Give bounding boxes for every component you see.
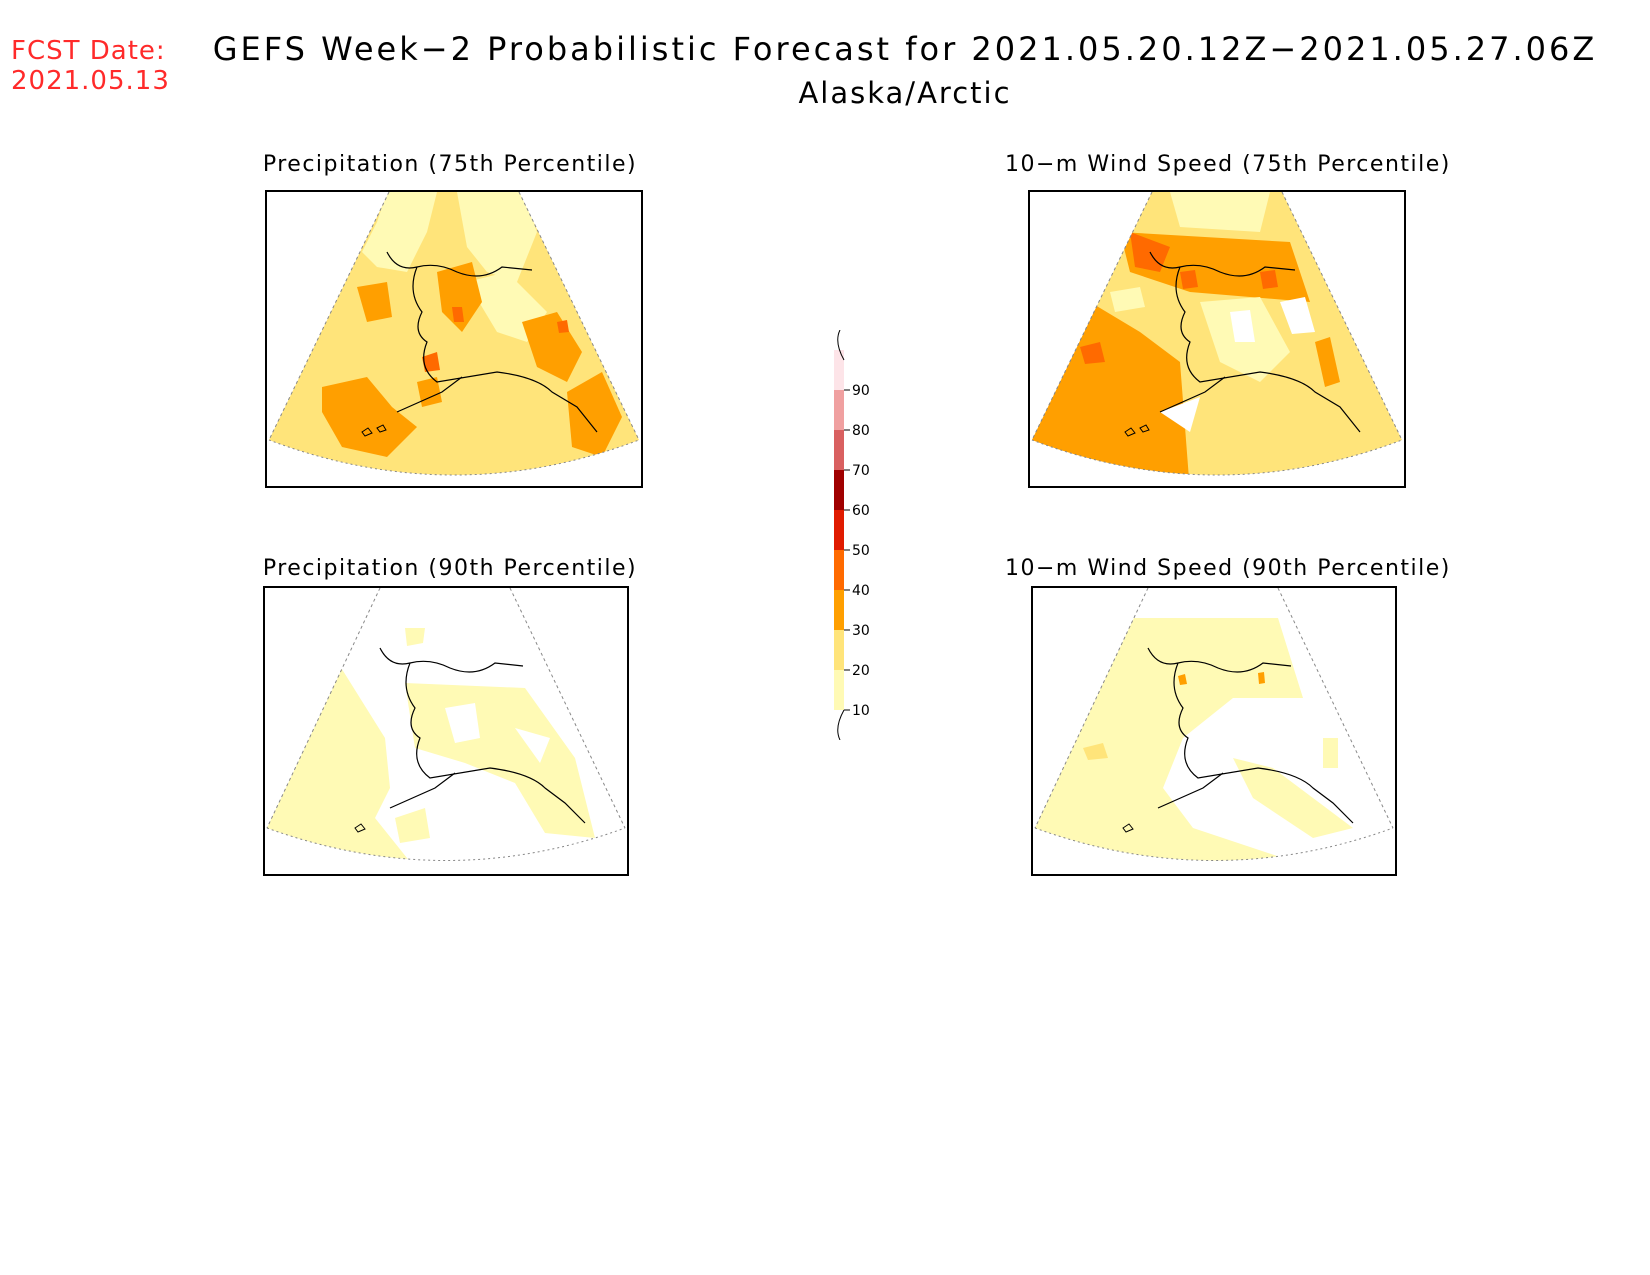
colorbar-tick-label: 20 xyxy=(852,663,870,679)
panel-title-wind-75: 10−m Wind Speed (75th Percentile) xyxy=(1005,152,1451,177)
colorbar-swatch-8 xyxy=(834,390,844,430)
colorbar-swatch-6 xyxy=(834,470,844,510)
panel-title-wind-90: 10−m Wind Speed (90th Percentile) xyxy=(1005,556,1451,581)
colorbar-swatch-1 xyxy=(834,670,844,710)
page-title: GEFS Week−2 Probabilistic Forecast for 2… xyxy=(212,30,1598,68)
colorbar-swatch-3 xyxy=(834,590,844,630)
colorbar-tick-label: 80 xyxy=(852,423,870,439)
colorbar: 10 20 30 40 50 60 70 80 90 xyxy=(834,330,870,740)
panel-title-precip-75: Precipitation (75th Percentile) xyxy=(262,152,638,177)
colorbar-swatch-4 xyxy=(834,550,844,590)
map-precip-75 xyxy=(268,192,640,476)
colorbar-swatch-9 xyxy=(834,350,844,390)
map-panel-precip-75 xyxy=(265,190,643,488)
map-panel-precip-90 xyxy=(263,586,629,876)
map-panel-wind-75 xyxy=(1028,190,1406,488)
fcst-date-value: 2021.05.13 xyxy=(11,66,170,96)
colorbar-swatch-2 xyxy=(834,630,844,670)
colorbar-tick-label: 30 xyxy=(852,623,870,639)
colorbar-tick-label: 40 xyxy=(852,583,870,599)
map-precip-90 xyxy=(266,588,626,861)
colorbar-tick-label: 90 xyxy=(852,383,870,399)
colorbar-tick-label: 10 xyxy=(852,703,870,719)
colorbar-swatch-7 xyxy=(834,430,844,470)
colorbar-tick-label: 60 xyxy=(852,503,870,519)
map-panel-wind-90 xyxy=(1031,586,1397,876)
fcst-date-block: FCST Date: 2021.05.13 xyxy=(11,36,170,96)
fcst-date-label: FCST Date: xyxy=(11,36,166,66)
colorbar-tick-label: 70 xyxy=(852,463,870,479)
colorbar-swatch-5 xyxy=(834,510,844,550)
panel-title-precip-90: Precipitation (90th Percentile) xyxy=(262,556,638,581)
map-wind-90 xyxy=(1034,588,1394,861)
colorbar-tick-label: 50 xyxy=(852,543,870,559)
region-title: Alaska/Arctic xyxy=(798,76,1012,110)
map-wind-75 xyxy=(1031,192,1403,476)
